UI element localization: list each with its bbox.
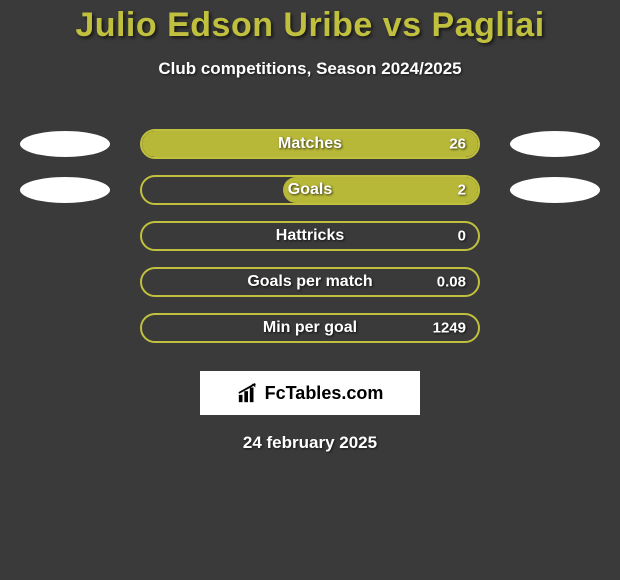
stat-value: 2: [458, 182, 466, 199]
stat-label: Goals: [288, 181, 332, 199]
ellipse-icon: [510, 177, 600, 203]
ellipse-icon: [20, 131, 110, 157]
stat-value: 1249: [433, 320, 466, 337]
comparison-title: Julio Edson Uribe vs Pagliai: [0, 6, 620, 45]
brand-logo[interactable]: FcTables.com: [200, 371, 420, 415]
stat-rows: Matches 26 Goals 2 Hattricks 0: [0, 121, 620, 351]
stat-bar: Matches 26: [140, 129, 480, 159]
stat-value: 0: [458, 228, 466, 245]
ellipse-icon: [510, 131, 600, 157]
comparison-subtitle: Club competitions, Season 2024/2025: [0, 59, 620, 79]
stat-bar: Goals 2: [140, 175, 480, 205]
stat-label: Matches: [278, 135, 342, 153]
stat-value: 26: [449, 136, 466, 153]
right-marker: [510, 177, 600, 203]
stat-bar: Min per goal 1249: [140, 313, 480, 343]
stat-value: 0.08: [437, 274, 466, 291]
stat-row-goals: Goals 2: [0, 167, 620, 213]
stat-label: Goals per match: [247, 273, 372, 291]
left-marker: [20, 177, 110, 203]
stat-row-mpg: Min per goal 1249: [0, 305, 620, 351]
brand-name: FcTables.com: [265, 383, 384, 404]
stat-label: Hattricks: [276, 227, 344, 245]
stat-row-matches: Matches 26: [0, 121, 620, 167]
stat-row-hattricks: Hattricks 0: [0, 213, 620, 259]
right-marker: [510, 131, 600, 157]
chart-bars-icon: [237, 382, 259, 404]
stat-bar: Hattricks 0: [140, 221, 480, 251]
stat-row-gpm: Goals per match 0.08: [0, 259, 620, 305]
stat-bar: Goals per match 0.08: [140, 267, 480, 297]
stat-label: Min per goal: [263, 319, 357, 337]
date-label: 24 february 2025: [0, 433, 620, 453]
infographic-container: Julio Edson Uribe vs Pagliai Club compet…: [0, 0, 620, 453]
left-marker: [20, 131, 110, 157]
ellipse-icon: [20, 177, 110, 203]
